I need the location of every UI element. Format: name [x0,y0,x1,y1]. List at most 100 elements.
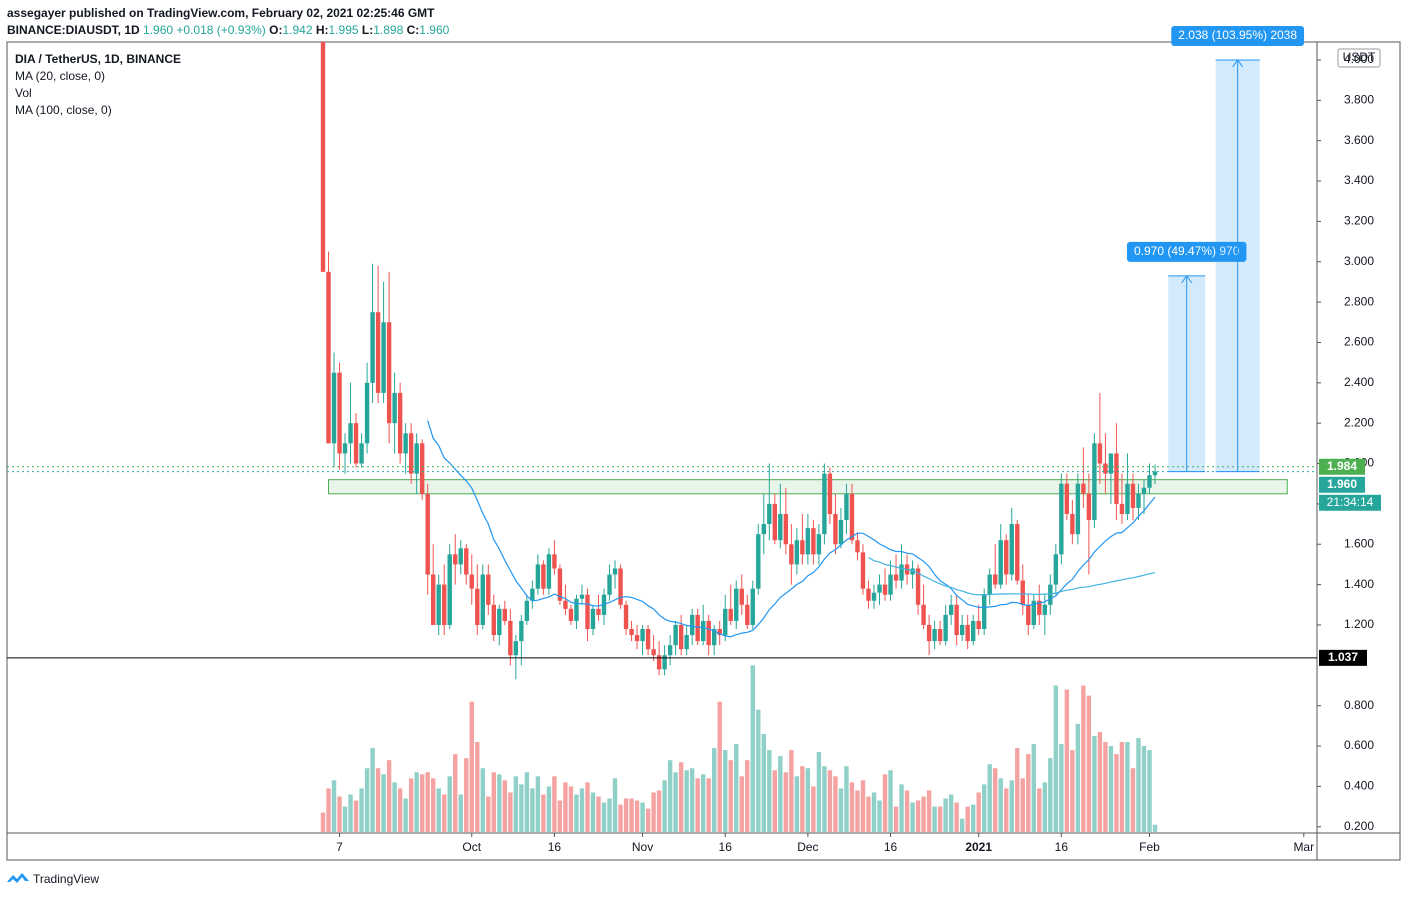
volume-bar [816,752,822,832]
candle-body [954,604,959,636]
volume-bar [414,772,419,832]
candle-body [827,473,833,514]
volume-bar [1097,731,1103,832]
candle-body [585,594,590,630]
volume-bar [1048,758,1053,832]
volume-bar [480,768,485,832]
volume-bar [987,764,992,832]
candle-body [1125,483,1130,514]
volume-bar [508,792,513,832]
hline-label: 1.037 [1328,650,1358,664]
volume-bar [712,748,717,832]
volume-bar [1136,737,1141,832]
y-tick-label: 0.600 [1344,738,1374,752]
candle-body [877,584,882,593]
volume-bar [756,709,761,832]
tv-logo [7,873,29,883]
volume-bar [700,774,706,832]
volume-bar [320,812,326,832]
candle-body [976,620,981,630]
ohlc-value: 1.942 [282,23,313,37]
x-tick-label: Oct [462,840,481,854]
candle-body [1020,580,1025,605]
range-arrowhead [1181,275,1193,284]
candle-body [1119,503,1125,514]
candle-body [524,600,530,621]
moving-average [868,556,1156,596]
candle-body [849,493,855,541]
candle-body [728,608,733,621]
volume-bar [618,804,623,832]
volume-bar [893,806,899,832]
candle-body [739,588,744,605]
candle-body [1152,471,1158,476]
candle-body [419,443,425,494]
volume-bar [408,778,414,832]
volume-bar [453,754,458,832]
candle-body [794,540,800,565]
volume-bar [1092,735,1097,832]
last-price: 1.960 [143,23,174,37]
candle-body [436,584,441,625]
ohlc-key: C: [406,23,420,37]
y-tick-label: 1.600 [1344,536,1374,550]
candle-body [480,574,485,625]
ohlc: O:1.942 H:1.995 L:1.898 C:1.960 [269,23,449,37]
volume-bar [386,760,392,832]
x-tick-label: 16 [719,840,733,854]
volume-bar [998,778,1003,832]
volume-bar [381,774,386,832]
candle-body [822,473,827,535]
volume-bar [662,780,667,832]
ohlc-key: L: [361,23,374,37]
x-tick-label: 16 [1055,840,1069,854]
currency: USDT [1343,50,1376,64]
candle-body [381,322,386,393]
y-tick-label: 1.200 [1344,617,1374,631]
candle-body [993,574,998,585]
candle-body [1136,493,1141,508]
volume-bar [442,794,447,832]
volume-bar [1125,742,1130,832]
volume-bar [486,796,491,832]
volume-bar [954,802,959,832]
volume-bar [557,800,563,832]
candle-body [563,600,568,609]
candle-body [458,548,463,565]
volume-bar [921,796,926,832]
candle-body [734,588,739,621]
volume-bar [1009,780,1014,832]
volume-bar [1081,685,1086,832]
candle-body [667,645,673,656]
moving-average [427,420,1156,638]
candle-body [855,540,860,553]
candle-body [541,564,546,589]
volume-bar [491,772,497,832]
y-tick-label: 3.200 [1344,214,1374,228]
candle-body [662,655,667,670]
candle-body [442,584,447,625]
candle-body [1042,604,1048,615]
candle-body [1048,584,1053,605]
ohlc-value: 1.960 [419,23,450,37]
candle-body [464,548,469,575]
volume-bar [596,796,601,832]
brand: TradingView [33,872,99,886]
volume-bar [1141,746,1147,832]
candle-body [805,528,811,555]
candle-body [491,604,497,636]
volume-bar [612,778,618,832]
candle-body [1004,540,1009,575]
volume-bar [430,778,436,832]
ohlc-value: 1.995 [328,23,359,37]
volume-bar [425,772,430,832]
volume-bar [579,788,585,832]
y-tick-label: 3.600 [1344,133,1374,147]
candle-body [392,392,397,424]
volume-bar [910,802,915,832]
candle-body [651,649,656,656]
volume-bar [1026,754,1031,832]
volume-bar [519,784,524,832]
volume-bar [337,796,342,832]
